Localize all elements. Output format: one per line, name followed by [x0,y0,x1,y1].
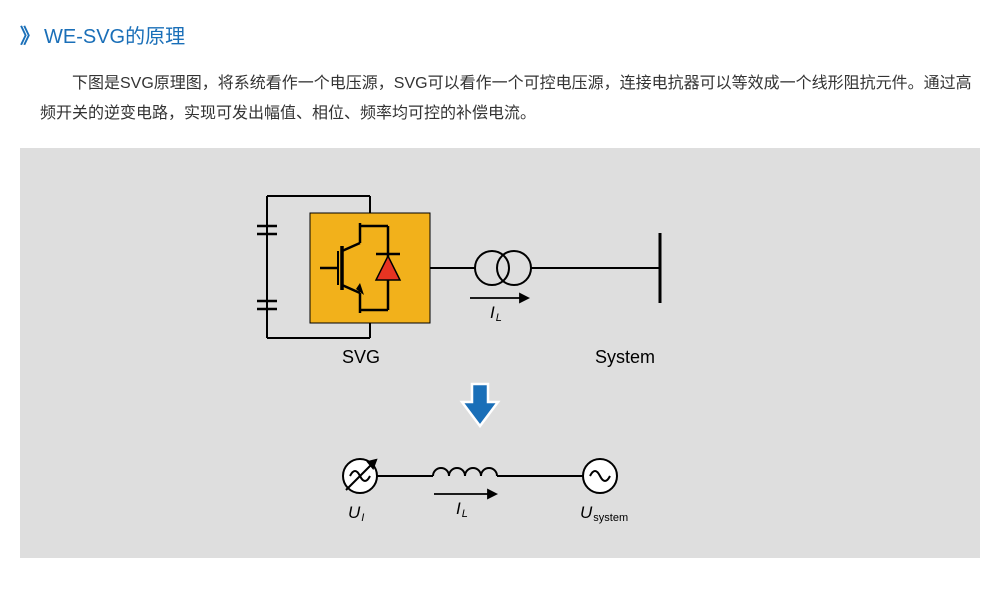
ui-label: UI [348,503,364,524]
transformer-icon [475,251,531,285]
il-current-arrow-bottom [434,490,496,498]
system-label: System [595,347,655,367]
circuit-svg: SVG System IL [20,148,980,558]
inductor-icon [433,468,497,476]
il-top-label: IL [490,303,502,324]
section-title: WE-SVG的原理 [44,20,185,49]
il-current-arrow-top [470,294,528,302]
down-arrow-icon [462,384,498,426]
chevron-icon: 》 [20,20,36,49]
controllable-source-icon [343,459,377,493]
system-source-icon [583,459,617,493]
section-header: 》 WE-SVG的原理 [20,20,981,49]
il-bottom-label: IL [456,499,468,520]
svg-label: SVG [342,347,380,367]
intro-paragraph: 下图是SVG原理图，将系统看作一个电压源，SVG可以看作一个可控电压源，连接电抗… [40,69,981,130]
principle-diagram: SVG System IL [20,148,980,558]
usystem-label: Usystem [580,503,628,524]
